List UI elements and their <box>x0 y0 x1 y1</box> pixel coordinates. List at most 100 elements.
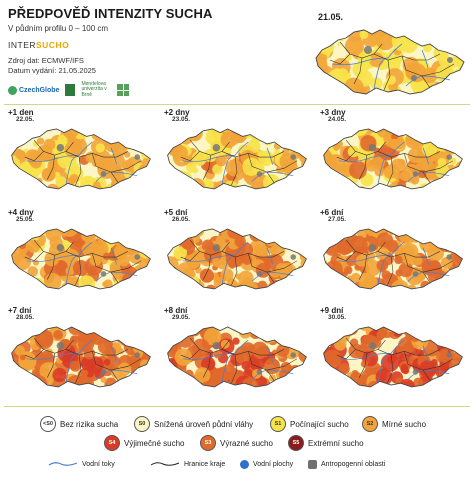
mendel-mark-icon <box>65 84 76 96</box>
urban-area <box>100 171 107 177</box>
region-border <box>403 153 431 184</box>
forecast-date-label: 25.05. <box>16 216 35 223</box>
forecast-drought-map <box>323 228 463 290</box>
legend-label: Antropogenní oblasti <box>321 461 386 468</box>
region-border <box>336 251 356 262</box>
region-border <box>24 151 44 162</box>
river-line <box>422 147 429 165</box>
issue-date: Datum vydání: 21.05.2025 <box>8 66 96 75</box>
water-body-icon <box>240 460 249 469</box>
country-outline <box>167 326 307 388</box>
region-border <box>24 349 44 360</box>
legend-swatch: S2 <box>362 416 378 432</box>
region-border <box>403 351 431 382</box>
country-outline <box>11 228 151 290</box>
forecast-drought-map <box>167 228 307 290</box>
river-line <box>373 57 389 91</box>
current-map-date: 21.05. <box>318 12 344 22</box>
data-source: Zdroj dat: ECMWF/IFS <box>8 56 84 65</box>
river-line <box>266 247 273 265</box>
urban-area <box>447 57 453 63</box>
river-line <box>110 147 117 165</box>
river-line <box>421 49 429 69</box>
separator-bottom <box>4 406 470 407</box>
region-border <box>266 358 298 371</box>
czechglobe-logo: CzechGlobe <box>8 85 59 95</box>
forecast-panel: +6 dní 27.05. <box>318 208 470 304</box>
region-border <box>91 253 119 284</box>
partner-grid-icon <box>117 84 130 96</box>
urban-area <box>256 369 263 375</box>
forecast-panel: +3 dny 24.05. <box>318 108 470 204</box>
forecast-date-label: 28.05. <box>16 314 35 321</box>
region-border <box>358 255 368 280</box>
region-border <box>373 53 415 61</box>
legend-item-s4: S4 Výjimečné sucho <box>104 435 184 451</box>
legend-label: Bez rizika sucha <box>60 419 119 429</box>
page-title: PŘEDPOVĚĎ INTENZITY SUCHA <box>8 6 213 21</box>
legend-urban: Antropogenní oblasti <box>308 460 385 469</box>
forecast-day-label: +7 dní <box>8 306 32 315</box>
legend-swatch: S5 <box>288 435 304 451</box>
region-border <box>180 251 200 262</box>
region-border <box>180 349 200 360</box>
legend-swatch: S3 <box>200 435 216 451</box>
region-border <box>103 251 129 258</box>
urban-area <box>56 341 65 350</box>
forecast-date-label: 24.05. <box>328 116 347 123</box>
forecast-drought-map <box>323 326 463 388</box>
partner-logos: CzechGlobe Mendelova univerzita v Brně <box>8 80 130 100</box>
urban-area <box>368 243 377 252</box>
forecast-day-label: +8 dní <box>164 306 188 315</box>
river-line <box>422 247 429 265</box>
urban-area <box>290 254 297 260</box>
urban-area <box>412 271 419 277</box>
legend-rivers: Vodní toky <box>48 460 115 468</box>
river-line <box>65 254 80 286</box>
legend-label: Mírné sucho <box>382 419 427 429</box>
legend-item-s5: S5 Extrémní sucho <box>288 435 364 451</box>
separator-top <box>4 104 470 105</box>
urban-area <box>56 143 65 152</box>
region-border <box>202 255 212 280</box>
urban-area <box>256 271 263 277</box>
forecast-drought-map <box>11 228 151 290</box>
forecast-date-label: 22.05. <box>16 116 35 123</box>
forecast-day-label: +1 den <box>8 108 34 117</box>
region-border <box>387 157 394 186</box>
river-line <box>266 345 273 363</box>
region-border <box>259 251 285 258</box>
urban-area <box>446 254 453 260</box>
river-line <box>338 241 405 262</box>
forecast-day-label: +9 dní <box>320 306 344 315</box>
region-border <box>24 251 44 262</box>
river-line <box>182 141 249 162</box>
river-line <box>377 254 392 286</box>
region-border <box>110 260 142 273</box>
river-line <box>110 247 117 265</box>
region-border <box>221 151 260 158</box>
border-line-icon <box>150 462 180 466</box>
region-border <box>247 153 275 184</box>
region-border <box>422 260 454 273</box>
region-border <box>259 151 285 158</box>
legend-label: Snížená úroveň půdní vláhy <box>154 419 254 429</box>
region-border <box>353 57 363 85</box>
urban-area <box>411 75 417 81</box>
forecast-day-label: +2 dny <box>164 108 190 117</box>
region-border <box>421 63 455 77</box>
legend-label: Vodní plochy <box>253 461 294 468</box>
region-border <box>329 53 351 65</box>
legend-item-s1: S1 Počínající sucho <box>270 416 349 432</box>
region-border <box>46 353 56 378</box>
mendel-logo: Mendelova univerzita v Brně <box>81 80 107 98</box>
region-border <box>65 151 104 158</box>
urban-area <box>412 171 419 177</box>
region-border <box>401 55 431 89</box>
legend-swatch: S1 <box>270 416 286 432</box>
region-border <box>110 358 142 371</box>
river-line <box>26 241 93 262</box>
region-border <box>202 353 212 378</box>
urban-area <box>212 341 221 350</box>
drought-fill <box>167 128 307 189</box>
